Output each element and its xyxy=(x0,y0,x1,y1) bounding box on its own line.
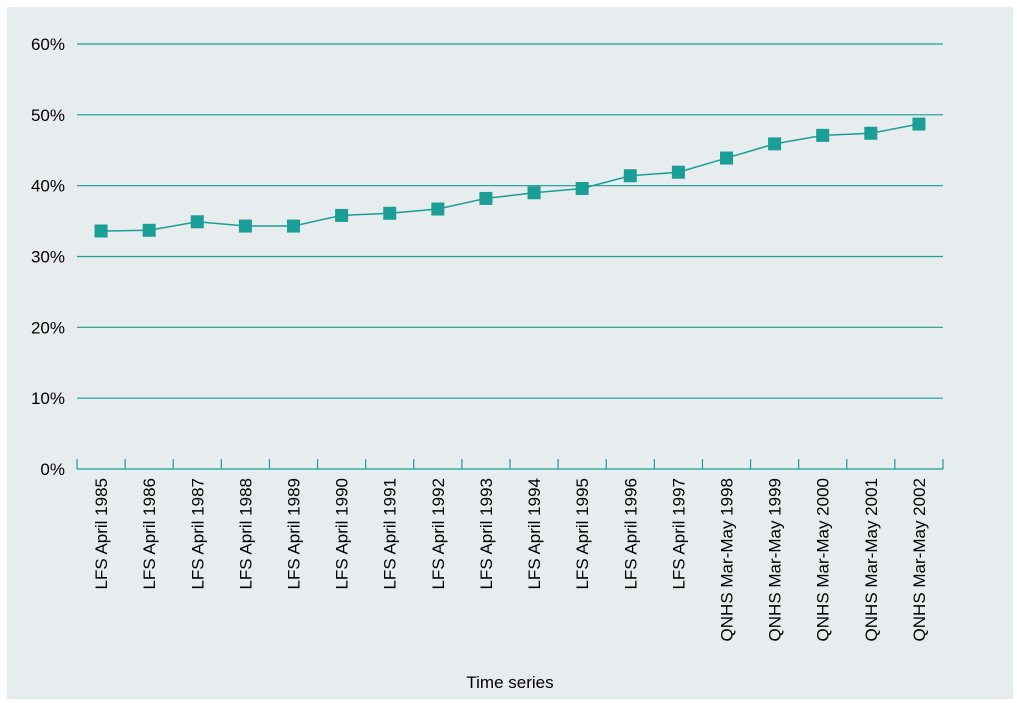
y-tick-label: 20% xyxy=(31,318,65,337)
x-tick-label: LFS April 1985 xyxy=(92,478,111,590)
data-point-marker xyxy=(94,224,108,238)
x-axis-tick-labels: LFS April 1985 LFS April 1986 LFS April 19… xyxy=(92,478,929,641)
data-point-marker xyxy=(287,219,300,233)
x-tick-label: LFS April 1990 xyxy=(333,478,352,590)
x-tick-label: QNHS Mar-May 2001 xyxy=(862,478,881,641)
data-point-marker xyxy=(623,169,637,183)
data-point-marker xyxy=(190,215,204,229)
x-tick-label: LFS April 1991 xyxy=(381,478,400,590)
data-point-marker xyxy=(142,223,156,237)
series-line-layer xyxy=(101,123,920,232)
x-tick-label: QNHS Mar-May 2002 xyxy=(910,478,929,641)
series-line xyxy=(101,123,920,232)
x-tick-label: LFS April 1996 xyxy=(621,478,640,590)
x-tick-label: LFS April 1989 xyxy=(285,478,304,590)
chart-panel: 0% 10% 20% 30% 40% 50% 60% LFS April 1985 LFS A… xyxy=(7,7,1013,699)
y-tick-label: 10% xyxy=(31,389,65,408)
data-point-marker xyxy=(335,208,349,222)
gridlines xyxy=(77,43,943,399)
series-markers xyxy=(94,117,926,238)
data-point-marker xyxy=(768,137,782,151)
x-tick-label: LFS April 1994 xyxy=(525,478,544,590)
data-point-marker xyxy=(479,191,493,205)
x-tick-label: QNHS Mar-May 1998 xyxy=(718,478,737,641)
data-point-marker xyxy=(816,128,830,142)
data-point-marker xyxy=(238,219,252,233)
y-axis-tick-labels: 0% 10% 20% 30% 40% 50% 60% xyxy=(31,35,65,479)
x-tick-label: LFS April 1993 xyxy=(477,478,496,590)
y-tick-label: 40% xyxy=(31,177,65,196)
y-tick-label: 0% xyxy=(40,460,65,479)
y-tick-label: 60% xyxy=(31,35,65,54)
data-point-marker xyxy=(671,165,685,179)
x-tick-label: QNHS Mar-May 2000 xyxy=(814,478,833,641)
x-tick-label: QNHS Mar-May 1999 xyxy=(766,478,785,641)
data-point-marker xyxy=(912,117,926,131)
y-tick-label: 50% xyxy=(31,106,65,125)
data-point-marker xyxy=(527,186,541,200)
x-tick-label: LFS April 1988 xyxy=(236,478,255,590)
x-tick-label: LFS April 1995 xyxy=(573,478,592,590)
x-tick-label: LFS April 1987 xyxy=(188,478,207,590)
x-tick-label: LFS April 1992 xyxy=(429,478,448,590)
x-tick-label: LFS April 1986 xyxy=(140,478,159,590)
y-tick-label: 30% xyxy=(31,248,65,267)
data-point-marker xyxy=(720,151,733,165)
data-point-marker xyxy=(431,202,445,216)
data-point-marker xyxy=(575,182,589,195)
x-axis-title: Time series xyxy=(466,673,553,692)
line-chart: 0%10%20%30%40%50%60% LFS April 1985 LFS A… xyxy=(31,35,944,692)
data-point-marker xyxy=(864,126,878,140)
x-tick-label: LFS April 1997 xyxy=(669,478,688,590)
x-axis xyxy=(76,459,944,470)
data-point-marker xyxy=(383,206,397,220)
